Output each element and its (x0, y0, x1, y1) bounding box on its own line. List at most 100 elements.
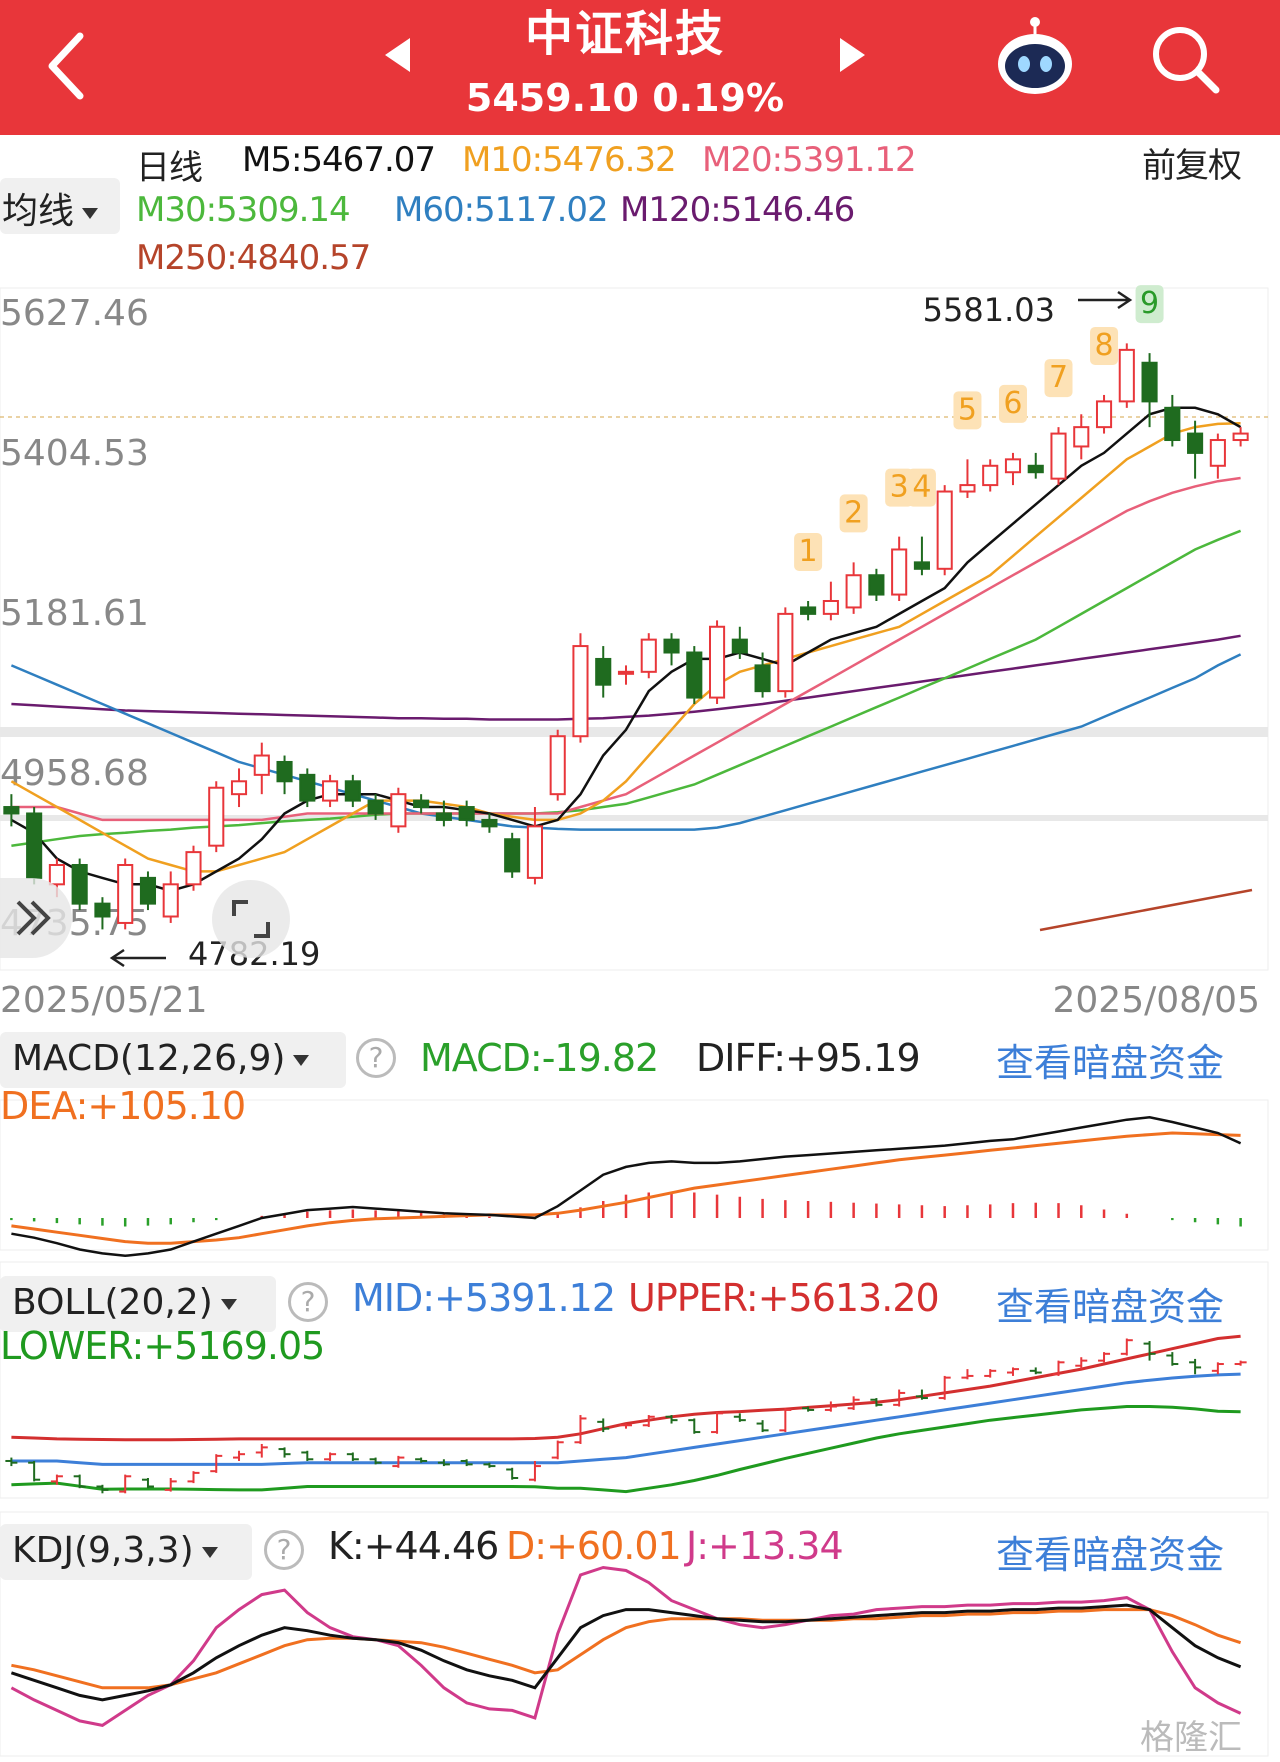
dea-value: DEA:+105.10 (0, 1084, 246, 1128)
high-price-label: 5581.03 (923, 291, 1055, 329)
expand-panel-button[interactable] (0, 878, 72, 958)
candle-body (595, 657, 612, 686)
candle-body (1141, 361, 1158, 403)
low-arrow-icon (109, 948, 166, 968)
chevron-down-icon (293, 1054, 310, 1066)
candle-body (139, 876, 157, 905)
j-line (10, 1565, 1242, 1727)
td-count-label: 6 (1003, 386, 1022, 421)
robot-assistant-icon[interactable] (990, 16, 1080, 96)
candle-body (162, 883, 179, 918)
candle-body (322, 780, 339, 802)
candle-body (504, 838, 521, 873)
period-label[interactable]: 日线 (136, 148, 203, 188)
high-arrow-icon (1078, 290, 1133, 310)
td-badge (794, 532, 823, 571)
help-icon[interactable]: ? (288, 1282, 328, 1322)
k-value: K:+44.46 (328, 1524, 499, 1568)
boll-lower-value: LOWER:+5169.05 (0, 1324, 325, 1368)
chevron-down-icon (220, 1298, 237, 1310)
boll-indicator-select[interactable]: BOLL(20,2) (0, 1276, 276, 1332)
ma-legend-item: M120:5146.46 (620, 190, 855, 230)
diff-line (11, 1116, 1242, 1258)
ma30-line (11, 529, 1242, 847)
dark-pool-link[interactable]: 查看暗盘资金 (996, 1285, 1225, 1329)
boll-mid-value: MID:+5391.12 (352, 1276, 616, 1320)
macd-frame (0, 1099, 1269, 1251)
candle-body (1095, 400, 1113, 429)
candle-body (1118, 348, 1135, 403)
help-icon[interactable]: ? (264, 1530, 304, 1570)
ma-legend-item: M20:5391.12 (702, 140, 917, 180)
prev-stock-icon[interactable] (380, 30, 420, 80)
candle-body (230, 780, 248, 796)
candle-body (481, 818, 498, 828)
candle-body (253, 754, 270, 776)
td-badge (953, 391, 982, 430)
fullscreen-button[interactable] (212, 880, 290, 958)
ma-legend-item: M60:5117.02 (394, 190, 609, 230)
chevron-down-icon (201, 1546, 218, 1558)
search-icon[interactable] (1146, 20, 1226, 100)
td-count-label: 7 (1049, 360, 1068, 395)
help-icon[interactable]: ? (356, 1038, 396, 1078)
chevron-down-icon (82, 207, 99, 219)
candle-body (708, 625, 726, 699)
td-badge (885, 468, 914, 507)
chart-frame (0, 287, 1269, 971)
candle-body (3, 806, 20, 815)
ma250-line (1039, 888, 1253, 932)
candle-body (822, 599, 839, 615)
candle-body (435, 812, 452, 821)
y-tick-label: 4958.68 (0, 753, 149, 794)
candle-body (959, 484, 976, 493)
next-stock-icon[interactable] (830, 30, 870, 80)
candle-body (1164, 406, 1181, 442)
candle-body (526, 825, 544, 879)
ma60-line (10, 653, 1242, 831)
ma-dropdown-label: 均线 (2, 191, 75, 232)
back-arrow-icon[interactable] (42, 16, 142, 116)
td-badge (1135, 285, 1164, 324)
candle-body (413, 799, 430, 809)
candle-body (1050, 432, 1067, 480)
candle-body (913, 561, 930, 570)
y-tick-label: 5181.61 (0, 593, 149, 634)
y-tick-label: 5404.53 (0, 433, 149, 474)
candle-body (344, 780, 361, 802)
kdj-indicator-select[interactable]: KDJ(9,3,3) (0, 1524, 252, 1580)
candle-body (71, 863, 88, 905)
dark-pool-link[interactable]: 查看暗盘资金 (996, 1041, 1225, 1085)
fullscreen-icon (232, 900, 270, 938)
candle-body (276, 760, 293, 783)
td-badge (1090, 326, 1119, 365)
candle-body (845, 574, 862, 609)
candle-body (754, 664, 771, 693)
y-tick-label: 5627.46 (0, 293, 149, 334)
candle-body (891, 548, 908, 596)
kdj-name: KDJ(9,3,3) (12, 1530, 194, 1571)
header-bar: 中证科技 5459.10 0.19% (0, 0, 1280, 135)
td-count-label: 5 (958, 392, 977, 427)
td-badge (839, 494, 868, 533)
candle-body (1209, 439, 1226, 467)
d-line (11, 1608, 1242, 1690)
stock-title: 中证科技 (524, 6, 725, 62)
candle-body (26, 812, 43, 879)
adjust-label[interactable]: 前复权 (1142, 146, 1242, 186)
x-start-label: 2025/05/21 (0, 980, 208, 1021)
macd-name: MACD(12,26,9) (12, 1038, 286, 1079)
boll-lower-line (11, 1405, 1241, 1494)
macd-indicator-select[interactable]: MACD(12,26,9) (0, 1032, 346, 1088)
boll-upper-value: UPPER:+5613.20 (628, 1276, 940, 1320)
x-end-label: 2025/08/05 (1053, 980, 1261, 1021)
watermark: 格隆汇 (1140, 1718, 1242, 1758)
candle-body (458, 806, 475, 821)
candle-body (1187, 432, 1204, 454)
macd-value: MACD:-19.82 (420, 1036, 659, 1080)
candle-body (48, 863, 65, 886)
dark-pool-link[interactable]: 查看暗盘资金 (996, 1533, 1225, 1577)
ma-dropdown[interactable]: 均线 (0, 178, 120, 234)
td-count-label: 1 (799, 534, 818, 569)
